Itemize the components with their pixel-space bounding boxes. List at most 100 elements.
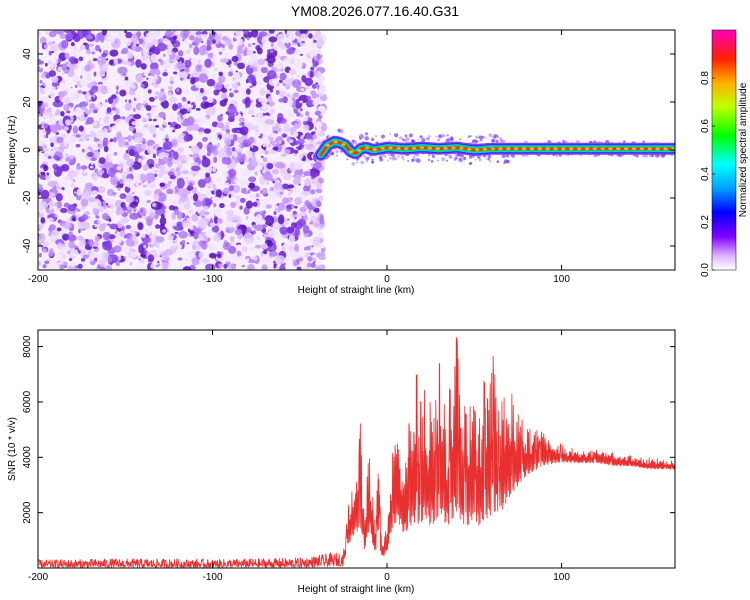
noise-speck <box>111 107 117 111</box>
noise-speck <box>48 227 53 233</box>
noise-speck <box>213 156 218 164</box>
noise-speck <box>92 144 98 149</box>
noise-speck <box>226 213 235 223</box>
noise-speck <box>131 33 138 44</box>
spectrogram-ytick-label: -20 <box>22 190 33 205</box>
noise-speck <box>114 118 126 126</box>
noise-speck <box>134 144 140 148</box>
noise-speck <box>292 261 298 267</box>
noise-speck <box>48 63 55 68</box>
noise-speck <box>302 124 310 132</box>
noise-speck <box>77 263 83 269</box>
noise-speck <box>48 264 56 270</box>
noise-speck <box>220 94 227 99</box>
track-speck <box>411 160 414 163</box>
noise-speck <box>119 184 124 188</box>
noise-speck <box>82 107 86 111</box>
noise-speck <box>222 241 232 251</box>
noise-speck <box>195 206 202 214</box>
noise-speck <box>125 149 129 154</box>
noise-speck <box>204 198 213 206</box>
noise-speck <box>56 242 63 250</box>
noise-speck <box>248 176 257 183</box>
noise-speck <box>125 224 132 230</box>
noise-speck <box>168 91 172 96</box>
noise-speck <box>233 214 239 222</box>
noise-speck <box>80 198 89 207</box>
noise-speck <box>107 223 111 226</box>
noise-speck <box>80 75 83 79</box>
track-bead <box>671 147 675 151</box>
noise-speck <box>228 194 232 198</box>
track-speck <box>487 154 492 159</box>
noise-speck <box>304 77 314 87</box>
noise-speck <box>261 219 266 224</box>
noise-speck <box>70 86 73 89</box>
noise-speck <box>45 133 49 139</box>
noise-speck <box>120 217 129 224</box>
noise-speck <box>239 126 249 136</box>
noise-speck <box>253 62 258 68</box>
noise-speck <box>297 257 304 262</box>
track-bead <box>459 146 464 150</box>
noise-speck <box>205 172 210 178</box>
noise-edge-speck <box>318 255 327 260</box>
noise-speck <box>198 251 204 259</box>
noise-speck <box>122 205 127 212</box>
noise-speck <box>137 158 143 163</box>
noise-speck <box>117 66 128 75</box>
noise-speck <box>50 142 54 148</box>
noise-speck <box>268 149 275 155</box>
noise-edge-speck <box>316 37 324 47</box>
noise-speck <box>42 242 50 247</box>
noise-speck <box>169 174 176 180</box>
track-speck <box>363 155 367 159</box>
noise-speck <box>82 42 87 46</box>
noise-speck <box>305 85 310 90</box>
track-speck <box>426 137 430 141</box>
noise-speck <box>65 32 74 41</box>
noise-speck <box>163 256 171 261</box>
noise-speck <box>297 36 302 40</box>
noise-speck <box>65 156 71 163</box>
noise-speck <box>283 123 291 133</box>
noise-speck <box>157 42 167 52</box>
noise-speck <box>222 187 230 195</box>
spectrogram-ytick-label: 0 <box>22 147 33 153</box>
noise-speck <box>273 188 285 197</box>
noise-speck <box>258 215 263 221</box>
track-speck <box>366 156 370 160</box>
noise-speck <box>305 140 310 145</box>
noise-speck <box>101 251 109 262</box>
noise-speck <box>208 229 213 233</box>
noise-edge-speck <box>315 265 322 270</box>
noise-speck <box>87 30 92 35</box>
noise-speck <box>72 63 76 68</box>
track-speck <box>485 157 488 160</box>
noise-speck <box>38 252 42 258</box>
noise-speck <box>239 122 242 127</box>
noise-speck <box>184 89 190 96</box>
track-bead <box>498 147 503 151</box>
noise-speck <box>294 49 301 55</box>
noise-speck <box>146 200 151 203</box>
noise-speck <box>159 126 165 131</box>
noise-speck <box>79 44 86 50</box>
noise-speck <box>176 221 184 227</box>
noise-speck <box>78 125 84 132</box>
noise-edge-speck <box>315 123 322 128</box>
noise-speck <box>42 248 47 253</box>
noise-speck <box>254 224 264 231</box>
noise-speck <box>238 117 245 123</box>
noise-speck <box>191 165 201 172</box>
noise-speck <box>205 45 212 51</box>
noise-speck <box>246 36 250 41</box>
noise-speck <box>150 53 158 63</box>
track-speck <box>488 133 493 138</box>
noise-speck <box>233 89 239 94</box>
signal-track <box>314 128 675 166</box>
noise-speck <box>273 210 277 216</box>
noise-speck <box>106 106 112 114</box>
noise-speck <box>277 55 281 59</box>
snr-xtick-label: 100 <box>553 572 570 583</box>
